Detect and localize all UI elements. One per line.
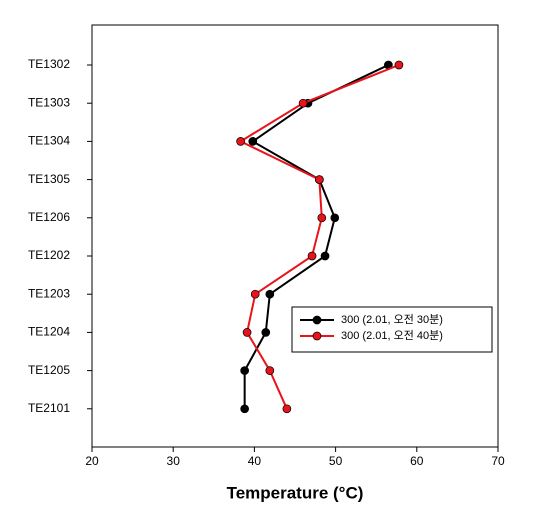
x-tick-label: 40 — [248, 454, 262, 468]
data-point — [261, 328, 271, 337]
data-point — [298, 98, 308, 108]
data-point — [307, 251, 317, 261]
y-tick-label: TE1302 — [28, 57, 70, 71]
data-point — [394, 60, 404, 70]
y-tick-label: TE1305 — [28, 172, 70, 186]
data-point — [240, 366, 250, 375]
data-point — [330, 213, 340, 223]
x-tick-label: 60 — [410, 454, 424, 468]
legend-marker — [312, 331, 322, 341]
data-point — [250, 289, 260, 299]
data-point — [265, 366, 275, 375]
data-point — [315, 175, 324, 184]
data-point — [320, 251, 330, 261]
legend-marker — [312, 315, 322, 325]
x-axis-title: Temperature (°C) — [227, 483, 364, 502]
series-line — [238, 64, 400, 410]
x-tick-label: 20 — [85, 454, 99, 468]
data-point — [282, 404, 292, 414]
y-tick-label: TE1304 — [28, 134, 70, 148]
plot-frame — [91, 24, 499, 448]
data-point — [236, 137, 245, 146]
y-tick-label: TE1303 — [28, 95, 70, 109]
x-tick-label: 70 — [491, 454, 505, 468]
y-tick-label: TE1203 — [28, 286, 70, 300]
data-point — [317, 213, 327, 223]
y-tick-label: TE1206 — [28, 210, 70, 224]
y-tick-label: TE1202 — [28, 248, 70, 262]
x-tick-label: 50 — [329, 454, 343, 468]
x-tick-label: 30 — [167, 454, 181, 468]
series-line — [243, 64, 389, 409]
y-tick-label: TE1204 — [28, 325, 70, 339]
data-point — [242, 328, 252, 337]
y-tick-label: TE1205 — [28, 363, 70, 377]
legend-box — [291, 306, 493, 353]
data-point — [265, 289, 275, 299]
data-point — [248, 137, 258, 146]
y-tick-label: TE2101 — [28, 401, 70, 415]
legend-label: 300 (2.01, 오전 30분) — [341, 313, 443, 326]
legend-label: 300 (2.01, 오전 40분) — [341, 329, 443, 342]
data-point — [240, 404, 250, 414]
